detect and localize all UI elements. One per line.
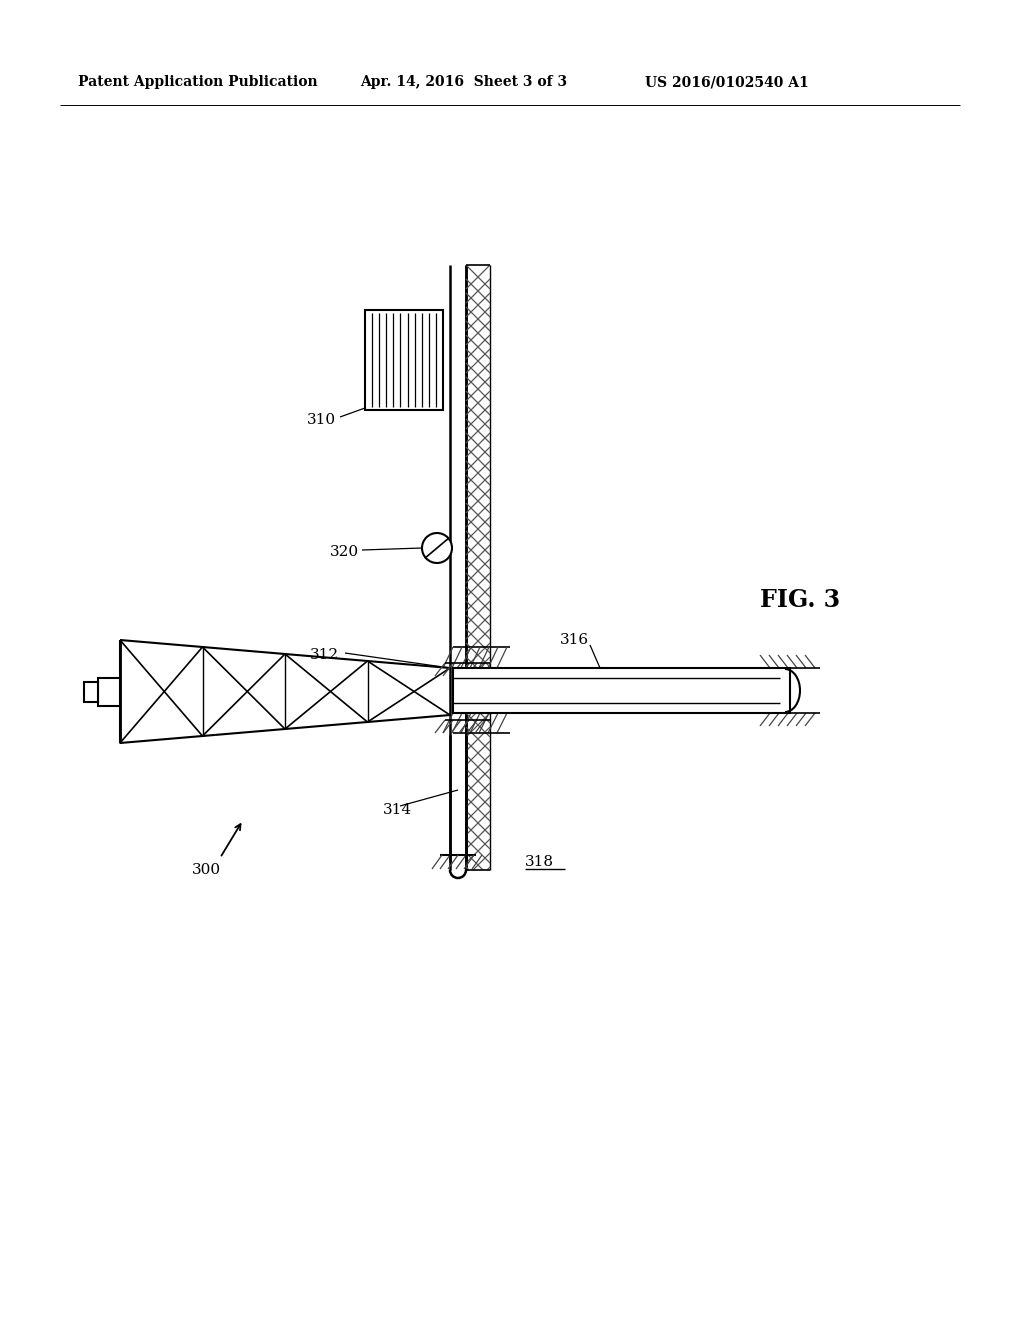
Text: Apr. 14, 2016  Sheet 3 of 3: Apr. 14, 2016 Sheet 3 of 3 (360, 75, 567, 88)
Circle shape (422, 533, 452, 564)
Text: 316: 316 (560, 634, 589, 647)
Text: Patent Application Publication: Patent Application Publication (78, 75, 317, 88)
Text: 312: 312 (310, 648, 339, 663)
Text: 314: 314 (383, 803, 412, 817)
Bar (98, 677, 120, 705)
Bar (365, 310, 443, 411)
Text: FIG. 3: FIG. 3 (760, 587, 840, 612)
Text: 320: 320 (330, 545, 359, 558)
Text: 310: 310 (307, 413, 336, 426)
Bar (453, 668, 790, 713)
Bar (84, 681, 98, 701)
Text: 318: 318 (525, 855, 554, 869)
Text: US 2016/0102540 A1: US 2016/0102540 A1 (645, 75, 809, 88)
Text: 300: 300 (193, 863, 221, 876)
